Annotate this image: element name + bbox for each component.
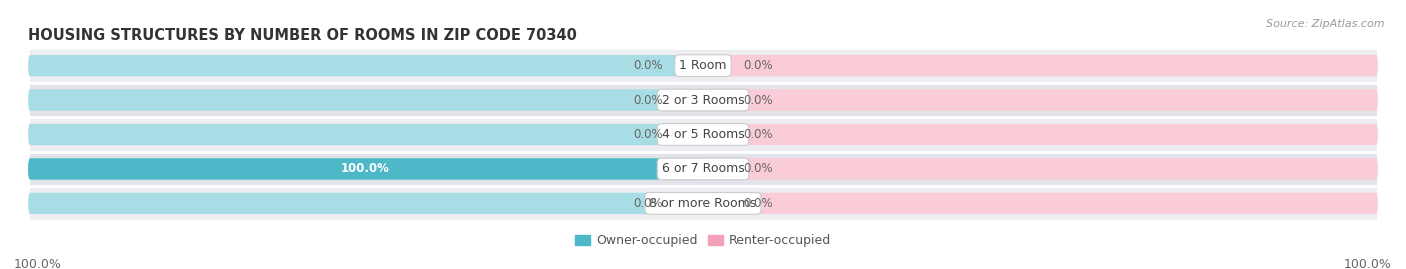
- FancyBboxPatch shape: [28, 158, 703, 180]
- Bar: [28, 186, 1378, 221]
- Text: 0.0%: 0.0%: [744, 162, 773, 175]
- Text: 100.0%: 100.0%: [342, 162, 389, 175]
- Text: 100.0%: 100.0%: [1344, 258, 1392, 269]
- Bar: [28, 152, 1378, 186]
- Text: HOUSING STRUCTURES BY NUMBER OF ROOMS IN ZIP CODE 70340: HOUSING STRUCTURES BY NUMBER OF ROOMS IN…: [28, 28, 576, 43]
- Text: 6 or 7 Rooms: 6 or 7 Rooms: [662, 162, 744, 175]
- FancyBboxPatch shape: [703, 124, 1378, 145]
- Text: 4 or 5 Rooms: 4 or 5 Rooms: [662, 128, 744, 141]
- Bar: [28, 48, 1378, 83]
- Text: 0.0%: 0.0%: [744, 59, 773, 72]
- Text: 0.0%: 0.0%: [744, 197, 773, 210]
- Text: 1 Room: 1 Room: [679, 59, 727, 72]
- Legend: Owner-occupied, Renter-occupied: Owner-occupied, Renter-occupied: [569, 229, 837, 252]
- FancyBboxPatch shape: [28, 55, 703, 76]
- FancyBboxPatch shape: [703, 55, 1378, 76]
- Text: 0.0%: 0.0%: [633, 197, 662, 210]
- Text: 0.0%: 0.0%: [633, 128, 662, 141]
- Bar: [28, 83, 1378, 117]
- Text: 0.0%: 0.0%: [744, 94, 773, 107]
- Text: 8 or more Rooms: 8 or more Rooms: [650, 197, 756, 210]
- Text: 0.0%: 0.0%: [633, 94, 662, 107]
- Text: 2 or 3 Rooms: 2 or 3 Rooms: [662, 94, 744, 107]
- FancyBboxPatch shape: [28, 89, 703, 111]
- FancyBboxPatch shape: [28, 124, 703, 145]
- Text: 0.0%: 0.0%: [744, 128, 773, 141]
- Text: 100.0%: 100.0%: [14, 258, 62, 269]
- Text: 0.0%: 0.0%: [633, 59, 662, 72]
- Bar: [28, 117, 1378, 152]
- FancyBboxPatch shape: [703, 193, 1378, 214]
- FancyBboxPatch shape: [703, 89, 1378, 111]
- FancyBboxPatch shape: [703, 158, 1378, 180]
- FancyBboxPatch shape: [28, 193, 703, 214]
- FancyBboxPatch shape: [28, 158, 703, 180]
- Text: Source: ZipAtlas.com: Source: ZipAtlas.com: [1267, 19, 1385, 29]
